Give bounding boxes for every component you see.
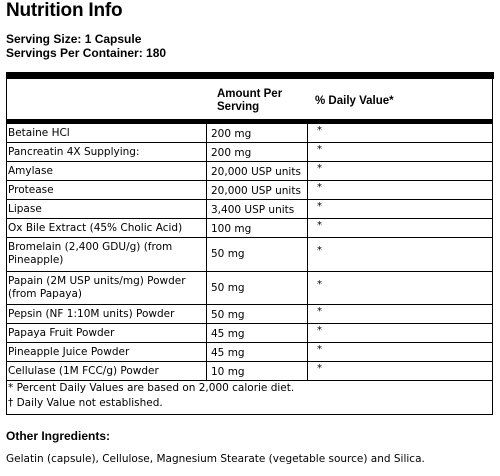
nutrient-name: Lipase	[8, 203, 42, 215]
nutrition-table: Amount Per Serving % Daily Value* Betain…	[6, 79, 493, 415]
nutrient-name: Amylase	[8, 165, 53, 177]
nutrient-amount: 20,000 USP units	[211, 185, 301, 197]
daily-value-column-header: % Daily Value*	[315, 95, 394, 107]
table-row: Papain (2M USP units/mg) Powder (from Pa…	[7, 272, 492, 305]
nutrient-name: Papain (2M USP units/mg) Powder (from Pa…	[8, 275, 186, 300]
column-divider	[206, 124, 207, 381]
table-body: Betaine HCl 200 mg * Pancreatin 4X Supplyin…	[7, 124, 492, 381]
nutrient-name: Pineapple Juice Powder	[8, 346, 130, 358]
footnotes: * Percent Daily Values are based on 2,00…	[8, 381, 294, 411]
nutrient-daily-value: *	[317, 201, 322, 212]
nutrient-name: Bromelain (2,400 GDU/g) (from Pineapple)	[8, 241, 173, 266]
nutrient-name: Cellulase (1M FCC/g) Powder	[8, 365, 159, 377]
nutrient-daily-value: *	[317, 325, 322, 336]
table-row: Pepsin (NF 1:10M units) Powder 50 mg *	[7, 305, 492, 324]
nutrient-name: Protease	[8, 184, 54, 196]
nutrient-name: Papaya Fruit Powder	[8, 327, 115, 339]
nutrient-amount: 20,000 USP units	[211, 166, 301, 178]
table-header-divider	[7, 119, 492, 124]
footnote: † Daily Value not established.	[8, 397, 163, 409]
nutrient-daily-value: *	[317, 363, 322, 374]
nutrient-amount: 45 mg	[211, 328, 245, 340]
table-row: Betaine HCl 200 mg *	[7, 124, 492, 143]
nutrient-amount: 50 mg	[211, 309, 245, 321]
table-row: Bromelain (2,400 GDU/g) (from Pineapple)…	[7, 238, 492, 272]
nutrient-name: Betaine HCl	[8, 127, 70, 139]
nutrient-daily-value: *	[317, 245, 322, 256]
serving-size: Serving Size: 1 Capsule	[6, 32, 142, 46]
table-row: Protease 20,000 USP units *	[7, 181, 492, 200]
nutrient-amount: 200 mg	[211, 128, 252, 140]
column-divider	[307, 124, 308, 381]
nutrient-amount: 100 mg	[211, 223, 252, 235]
nutrient-name: Ox Bile Extract (45% Cholic Acid)	[8, 222, 183, 234]
nutrient-amount: 50 mg	[211, 282, 245, 294]
nutrient-daily-value: *	[317, 344, 322, 355]
nutrient-amount: 10 mg	[211, 366, 245, 378]
table-row: Pineapple Juice Powder 45 mg *	[7, 343, 492, 362]
table-row: Cellulase (1M FCC/g) Powder 10 mg *	[7, 362, 492, 381]
servings-per-container: Servings Per Container: 180	[6, 46, 167, 60]
header-divider	[6, 72, 494, 79]
table-row: Papaya Fruit Powder 45 mg *	[7, 324, 492, 343]
page-title: Nutrition Info	[6, 0, 123, 21]
nutrient-amount: 3,400 USP units	[211, 204, 295, 216]
nutrient-daily-value: *	[317, 144, 322, 155]
nutrient-name: Pancreatin 4X Supplying:	[8, 146, 140, 158]
nutrient-daily-value: *	[317, 279, 322, 290]
nutrient-daily-value: *	[317, 182, 322, 193]
nutrient-name: Pepsin (NF 1:10M units) Powder	[8, 308, 175, 320]
table-row: Amylase 20,000 USP units *	[7, 162, 492, 181]
amount-column-header: Amount Per Serving	[217, 88, 283, 113]
nutrient-amount: 50 mg	[211, 248, 245, 260]
other-ingredients-title: Other Ingredients:	[6, 429, 111, 443]
nutrient-amount: 200 mg	[211, 147, 252, 159]
table-row: Pancreatin 4X Supplying: 200 mg *	[7, 143, 492, 162]
nutrient-amount: 45 mg	[211, 347, 245, 359]
nutrient-daily-value: *	[317, 163, 322, 174]
nutrient-daily-value: *	[317, 306, 322, 317]
nutrient-daily-value: *	[317, 125, 322, 136]
table-row: Lipase 3,400 USP units *	[7, 200, 492, 219]
footnote: * Percent Daily Values are based on 2,00…	[8, 382, 295, 394]
table-row: Ox Bile Extract (45% Cholic Acid) 100 mg *	[7, 219, 492, 238]
other-ingredients-text: Gelatin (capsule), Cellulose, Magnesium …	[6, 453, 425, 465]
nutrient-daily-value: *	[317, 220, 322, 231]
